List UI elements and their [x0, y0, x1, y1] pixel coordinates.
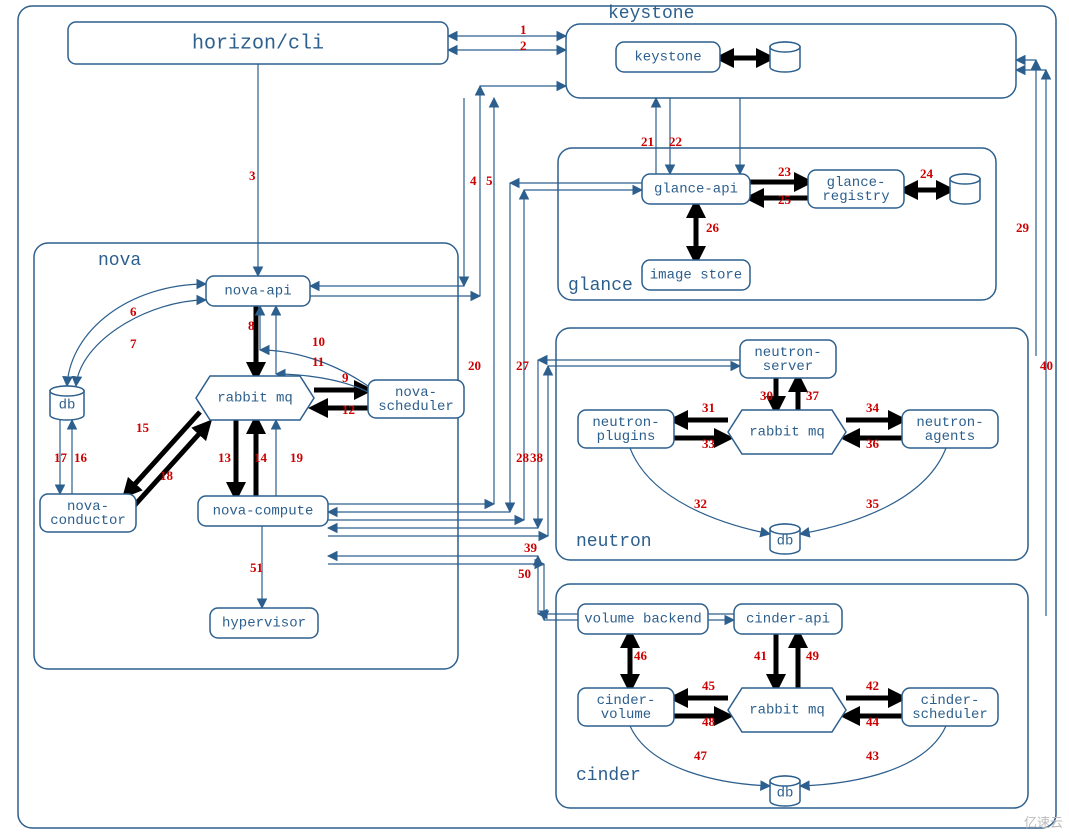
edge-num-41: 41 — [754, 648, 767, 663]
edge-7 — [76, 300, 206, 386]
group-nova — [34, 243, 458, 669]
edge-num-3: 3 — [249, 168, 256, 183]
edge-num-49: 49 — [806, 648, 820, 663]
group-title-keystone: keystone — [608, 4, 694, 24]
edge-num-25: 25 — [778, 192, 792, 207]
label-horizon: horizon/cli — [192, 32, 324, 55]
edge-num-34: 34 — [866, 400, 880, 415]
edge-num-38: 38 — [530, 450, 544, 465]
label-image_store: image store — [650, 268, 742, 284]
edge-num-9: 9 — [342, 370, 349, 385]
edge-num-28: 28 — [516, 450, 530, 465]
edge-num-15: 15 — [136, 420, 150, 435]
edge-num-17: 17 — [54, 450, 68, 465]
label-glance_api: glance-api — [654, 182, 738, 198]
edge-num-29: 29 — [1016, 220, 1030, 235]
label-nova_api: nova-api — [224, 284, 291, 300]
label-neutron_agt: neutron-agents — [916, 415, 983, 445]
edge-num-21: 21 — [641, 134, 654, 149]
edge-num-20: 20 — [468, 358, 481, 373]
edge-num-36: 36 — [866, 436, 880, 451]
edge-32 — [630, 448, 770, 534]
db-nova_db: db — [50, 386, 84, 420]
edge-num-12: 12 — [342, 402, 355, 417]
edge-num-46: 46 — [634, 648, 648, 663]
svg-text:db: db — [777, 534, 794, 550]
group-title-neutron: neutron — [576, 532, 652, 552]
label-hypervisor: hypervisor — [222, 616, 306, 632]
edge-num-40: 40 — [1040, 358, 1053, 373]
edge-num-11: 11 — [312, 354, 324, 369]
label-nova_compute: nova-compute — [213, 504, 314, 520]
group-outer — [18, 6, 1056, 828]
label-cinder_sch: cinder-scheduler — [912, 693, 988, 723]
edge-num-1: 1 — [520, 22, 527, 37]
edge-num-16: 16 — [74, 450, 88, 465]
edge-num-5: 5 — [486, 173, 493, 188]
group-title-nova: nova — [98, 251, 141, 271]
svg-text:rabbit mq: rabbit mq — [749, 703, 825, 719]
db-neutron_db: db — [770, 524, 800, 554]
label-keystone_box: keystone — [634, 50, 701, 66]
edge-num-48: 48 — [702, 714, 716, 729]
edge-num-30: 30 — [760, 388, 773, 403]
label-neutron_plg: neutron-plugins — [592, 415, 659, 445]
svg-text:rabbit mq: rabbit mq — [217, 391, 293, 407]
edge-num-22: 22 — [669, 134, 682, 149]
edge-num-31: 31 — [702, 400, 715, 415]
edge-num-13: 13 — [218, 450, 232, 465]
edge-num-39: 39 — [524, 540, 538, 555]
watermark: 亿速云 — [1024, 812, 1063, 831]
edge-num-45: 45 — [702, 678, 716, 693]
db-keystone_db — [770, 42, 800, 72]
edge-num-19: 19 — [290, 450, 304, 465]
edge-6 — [67, 284, 206, 386]
edge-num-44: 44 — [866, 714, 880, 729]
svg-text:db: db — [59, 398, 76, 414]
label-vol_backend: volume backend — [584, 612, 702, 628]
edge-num-51: 51 — [250, 560, 263, 575]
label-glance_reg: glance-registry — [822, 175, 889, 205]
svg-text:db: db — [777, 786, 794, 802]
edge-num-14: 14 — [254, 450, 268, 465]
edge-num-8: 8 — [248, 318, 255, 333]
edge-num-18: 18 — [160, 468, 174, 483]
edge-num-26: 26 — [706, 220, 720, 235]
edge-num-27: 27 — [516, 358, 530, 373]
edge-num-33: 33 — [702, 436, 716, 451]
edge-num-50: 50 — [518, 566, 531, 581]
edge-num-23: 23 — [778, 164, 792, 179]
group-title-glance: glance — [568, 276, 633, 296]
group-title-cinder: cinder — [576, 766, 641, 786]
db-glance_db — [950, 174, 980, 204]
db-cinder_db: db — [770, 776, 800, 806]
label-cinder_api: cinder-api — [746, 612, 830, 628]
edge-num-43: 43 — [866, 748, 880, 763]
edge-num-24: 24 — [920, 166, 934, 181]
label-neutron_srv: neutron-server — [754, 345, 821, 375]
edge-num-47: 47 — [694, 748, 708, 763]
label-cinder_vol: cinder-volume — [597, 693, 656, 723]
edge-num-4: 4 — [470, 173, 477, 188]
edge-18 — [134, 424, 208, 506]
edge-num-10: 10 — [312, 334, 325, 349]
edge-35 — [800, 448, 946, 534]
edge-num-32: 32 — [694, 496, 707, 511]
edge-num-37: 37 — [806, 388, 820, 403]
edge-num-35: 35 — [866, 496, 880, 511]
svg-text:rabbit mq: rabbit mq — [749, 425, 825, 441]
diagram-canvas: horizon/cli keystone glance-api glance-regi… — [0, 0, 1069, 835]
edge-num-6: 6 — [130, 304, 137, 319]
edge-num-7: 7 — [130, 336, 137, 351]
edge-num-42: 42 — [866, 678, 879, 693]
edge-num-2: 2 — [520, 38, 527, 53]
